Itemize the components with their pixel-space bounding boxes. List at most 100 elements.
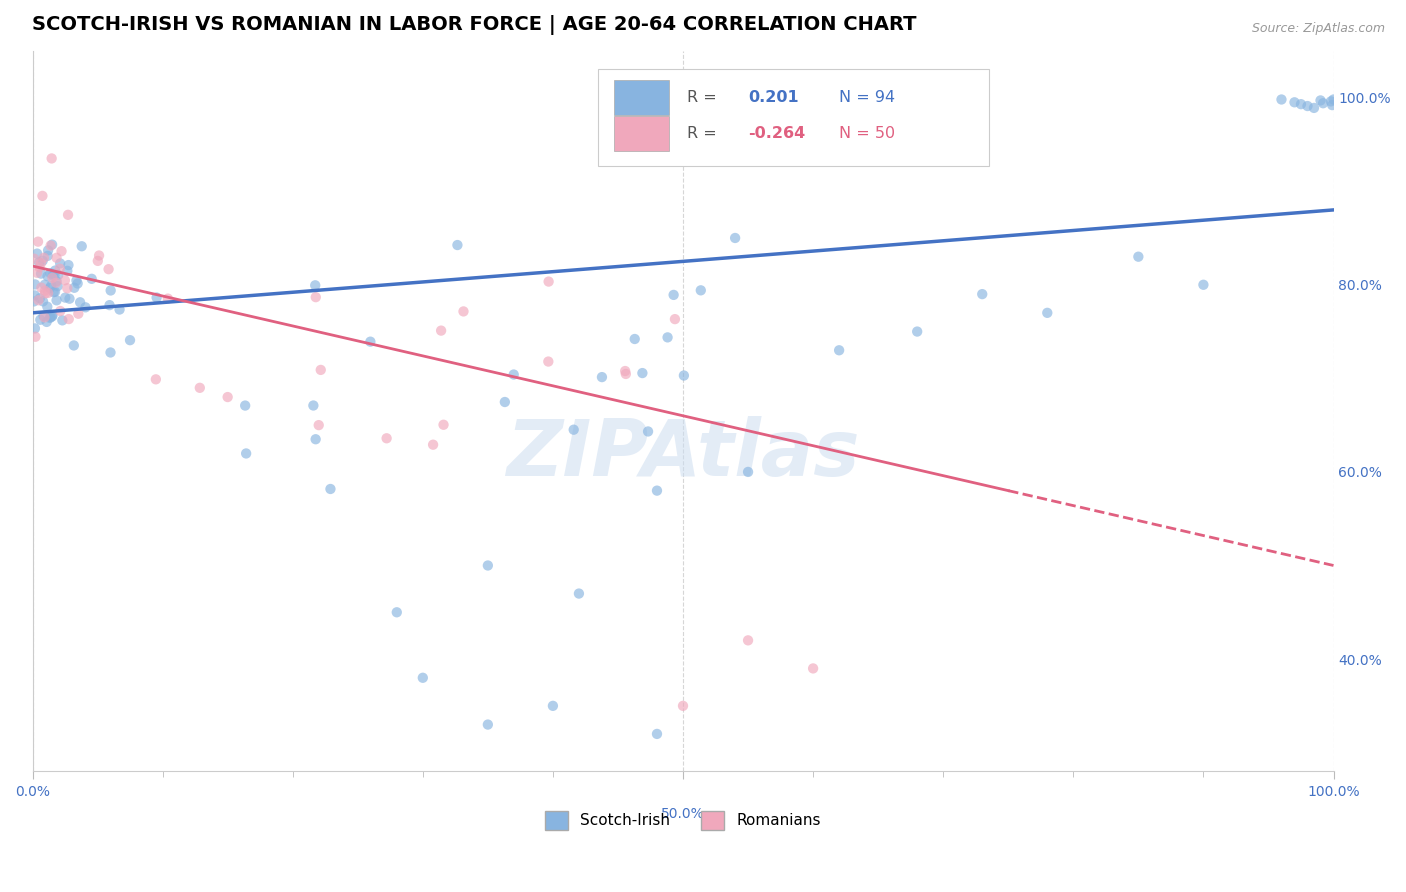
Point (67, 307, 90, 321)
Point (39, 310, 62, 325)
Point (32, 309, 55, 323)
Point (97, 262, 120, 277)
Point (75, 301, 97, 315)
Point (662, 288, 685, 302)
Point (614, 367, 637, 381)
Point (1320, 95, 1343, 109)
Point (56, 208, 79, 222)
Point (304, 278, 326, 293)
Point (45, 293, 67, 308)
Point (502, 368, 524, 382)
Bar (599, 69, 988, 166)
Point (1036, 306, 1059, 320)
Point (305, 432, 328, 446)
Point (672, 368, 695, 383)
Point (305, 290, 328, 304)
Point (801, 661, 824, 675)
Point (537, 354, 560, 368)
Point (69, 295, 91, 310)
Point (1270, 93, 1292, 107)
Point (31, 253, 53, 268)
Point (32, 294, 55, 309)
Point (51, 244, 73, 259)
Point (80, 272, 103, 286)
Point (375, 431, 398, 445)
Text: 50.0%: 50.0% (661, 807, 704, 822)
Point (39, 238, 62, 252)
Point (41, 270, 63, 285)
Point (56, 264, 79, 278)
Point (39, 266, 62, 280)
Legend: Scotch-Irish, Romanians: Scotch-Irish, Romanians (540, 805, 827, 836)
Point (145, 372, 167, 386)
Point (689, 283, 711, 297)
Point (37, 285, 59, 300)
Point (657, 330, 679, 344)
Point (45, 276, 67, 290)
Point (41, 310, 63, 324)
Point (672, 698, 695, 713)
Point (35, 315, 58, 329)
Point (42, 268, 65, 283)
Point (1289, 97, 1312, 112)
Point (1128, 250, 1150, 264)
Point (28, 291, 51, 305)
Point (645, 483, 668, 498)
Point (302, 399, 325, 413)
Point (41, 237, 63, 252)
Point (591, 370, 613, 384)
Point (63, 338, 86, 352)
Point (1284, 95, 1306, 110)
Point (25, 266, 48, 280)
Point (156, 292, 179, 306)
Point (34, 277, 56, 292)
Point (188, 381, 211, 395)
Point (37, 300, 59, 314)
Point (49, 256, 72, 270)
Point (235, 446, 257, 460)
Bar (614, 80, 669, 115)
Text: SCOTCH-IRISH VS ROMANIAN IN LABOR FORCE | AGE 20-64 CORRELATION CHART: SCOTCH-IRISH VS ROMANIAN IN LABOR FORCE … (32, 15, 917, 35)
Point (233, 399, 256, 413)
Point (412, 671, 434, 685)
Point (49, 304, 72, 318)
Point (614, 364, 637, 378)
Point (1322, 93, 1344, 107)
Point (494, 395, 516, 409)
Point (724, 231, 747, 245)
Point (562, 423, 585, 437)
Point (30, 313, 52, 327)
Point (58, 312, 80, 326)
Point (44, 285, 66, 299)
Point (30, 267, 52, 281)
Point (56, 281, 79, 295)
Point (1312, 96, 1334, 111)
Point (34, 286, 56, 301)
Point (308, 418, 330, 433)
Point (664, 312, 686, 326)
Point (24, 288, 46, 302)
Point (27, 235, 49, 249)
Point (1309, 94, 1331, 108)
Text: ZIPAtlas: ZIPAtlas (506, 417, 859, 492)
Point (25, 246, 48, 260)
Point (41, 152, 63, 166)
Point (430, 324, 453, 338)
Point (446, 238, 468, 252)
Point (108, 302, 131, 317)
Point (98, 298, 121, 312)
Point (87, 253, 110, 268)
Point (44, 268, 66, 282)
Point (22, 252, 45, 266)
Point (972, 287, 994, 301)
Point (623, 332, 645, 346)
Point (27, 293, 49, 308)
Point (51, 313, 73, 327)
Point (24, 277, 46, 292)
Text: Source: ZipAtlas.com: Source: ZipAtlas.com (1251, 22, 1385, 36)
Point (58, 258, 80, 272)
Point (1192, 277, 1215, 292)
Point (53, 291, 76, 305)
Point (1296, 99, 1319, 113)
Text: R =: R = (688, 126, 721, 141)
